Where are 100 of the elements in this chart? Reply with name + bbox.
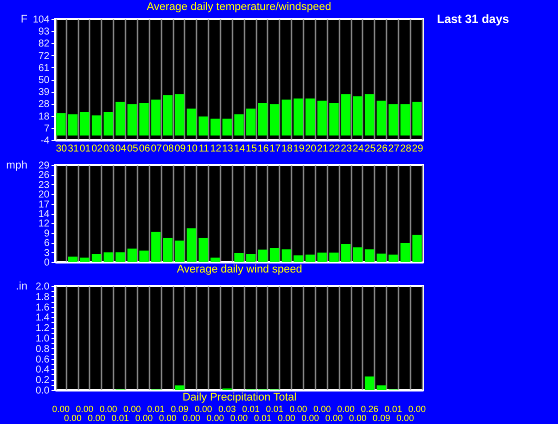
bar	[364, 249, 374, 262]
y-tick-label: 17	[38, 199, 50, 210]
bar	[92, 115, 102, 136]
y-axis-title: F	[20, 14, 28, 26]
data-label: 0.00	[325, 413, 343, 423]
bar	[139, 103, 149, 136]
x-tick-label: 18	[281, 144, 293, 154]
data-label: 0.01	[112, 413, 130, 423]
bar	[294, 98, 304, 136]
data-label: 0.00	[290, 404, 308, 414]
data-label: 0.01	[254, 413, 272, 423]
y-tick-label: 0.8	[36, 344, 50, 355]
y-tick-label: 93	[38, 26, 50, 38]
x-tick-label: 19	[293, 144, 305, 154]
data-label: 0.00	[206, 413, 224, 423]
y-tick-label: 12	[38, 218, 50, 230]
data-label: 0.00	[301, 413, 319, 423]
bar	[234, 114, 244, 136]
x-tick-label: 01	[80, 144, 92, 154]
bar	[116, 102, 126, 136]
x-tick-label: 28	[400, 144, 412, 154]
data-label: 0.00	[194, 404, 212, 414]
y-tick-label: 50	[38, 75, 50, 86]
bar	[68, 256, 78, 262]
y-tick-label: 1.0	[36, 334, 50, 344]
bar	[341, 94, 351, 136]
data-label: 0.01	[266, 404, 284, 414]
bar	[139, 250, 149, 262]
x-tick-label: 15	[246, 144, 258, 154]
bar	[364, 376, 374, 390]
data-label: 0.00	[88, 413, 106, 423]
bar	[305, 98, 315, 136]
data-label: 0.00	[313, 404, 331, 414]
bar	[329, 252, 339, 262]
y-tick-label: 20	[38, 190, 50, 201]
data-label: 0.00	[337, 404, 355, 414]
y-tick-label: 3	[44, 248, 50, 259]
x-tick-label: 14	[234, 144, 246, 154]
data-label: 0.00	[408, 404, 426, 414]
data-label: 0.01	[242, 404, 260, 414]
data-label: 0.03	[218, 404, 236, 414]
y-tick-label: 6	[44, 238, 50, 250]
bar	[222, 118, 232, 136]
bar	[163, 238, 173, 262]
x-tick-label: 24	[352, 144, 364, 154]
bar	[376, 100, 386, 136]
bar	[282, 249, 292, 262]
bar	[388, 254, 398, 262]
bar	[352, 247, 362, 262]
data-label: 0.09	[372, 413, 390, 423]
bar	[127, 248, 137, 262]
y-tick-label: 0.4	[36, 364, 50, 376]
bar	[376, 385, 386, 390]
x-tick-label: 16	[258, 144, 270, 154]
bar	[246, 254, 256, 262]
text: Last 31 days	[437, 12, 510, 26]
bar	[68, 114, 78, 136]
x-tick-label: 26	[376, 144, 388, 154]
data-label: 0.00	[278, 413, 296, 423]
bar	[341, 244, 351, 262]
data-label: 0.00	[159, 413, 177, 423]
data-label: 0.01	[384, 404, 402, 414]
x-tick-label: 31	[68, 144, 80, 154]
bar	[400, 242, 410, 262]
y-tick-label: 1.2	[36, 323, 50, 334]
data-label: 0.00	[76, 404, 94, 414]
bar	[400, 104, 410, 136]
bar	[92, 254, 102, 262]
bar	[412, 102, 422, 136]
y-tick-label: 82	[38, 38, 50, 50]
bar	[258, 103, 268, 136]
y-tick-label: 29	[38, 160, 50, 172]
y-tick-label: 72	[38, 50, 50, 62]
y-axis-title: .in	[16, 280, 28, 292]
bar	[234, 252, 244, 262]
data-label: 0.00	[348, 413, 366, 423]
bar	[116, 252, 126, 262]
x-tick-label: 02	[91, 144, 104, 154]
bar	[80, 112, 90, 136]
bar	[151, 100, 161, 136]
x-axis-title: Daily Precipitation Total	[182, 392, 297, 404]
x-tick-label: 27	[388, 144, 400, 154]
x-tick-label: 29	[412, 144, 424, 154]
y-tick-label: 1.4	[36, 312, 50, 324]
bar	[317, 252, 327, 262]
x-tick-label: 13	[222, 144, 234, 154]
y-tick-label: 104	[32, 14, 50, 26]
bar	[305, 254, 315, 262]
bar	[210, 258, 220, 262]
y-tick-label: 0	[44, 258, 50, 268]
bar	[127, 104, 137, 136]
bar	[198, 238, 208, 262]
data-label: 0.00	[123, 404, 141, 414]
data-label: 0.00	[230, 413, 248, 423]
data-label: 0.00	[52, 404, 70, 414]
bar	[294, 255, 304, 262]
data-label: 0.00	[182, 413, 200, 423]
x-tick-label: 05	[127, 144, 139, 154]
bar	[352, 96, 362, 136]
bar	[270, 104, 280, 136]
